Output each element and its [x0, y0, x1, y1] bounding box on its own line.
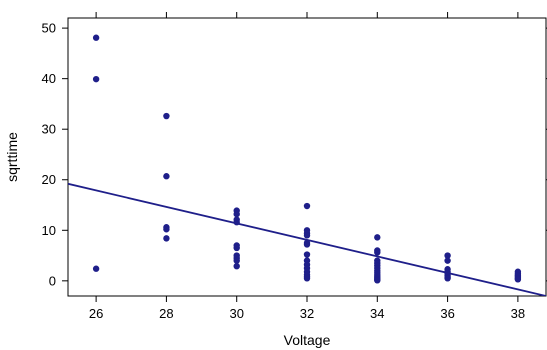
data-point: [233, 262, 240, 270]
data-point: [233, 219, 240, 226]
data-point: [233, 244, 240, 252]
data-point: [374, 277, 381, 284]
x-axis-label: Voltage: [284, 332, 331, 348]
data-point: [92, 75, 100, 83]
data-point: [163, 173, 170, 180]
data-point: [303, 241, 311, 248]
x-tick-label: 32: [300, 306, 314, 321]
y-tick-label: 0: [49, 273, 56, 288]
data-point: [163, 112, 170, 120]
y-tick-label: 40: [42, 71, 56, 86]
y-axis: 0 10 20 30 40 50: [42, 21, 547, 288]
data-point: [303, 232, 311, 239]
data-point: [163, 235, 170, 242]
data-point: [233, 210, 240, 218]
data-point: [374, 249, 381, 256]
data-point: [444, 257, 451, 264]
x-tick-label: 36: [440, 306, 454, 321]
data-points-layer: [92, 34, 522, 284]
x-tick-label: 30: [229, 306, 243, 321]
x-tick-label: 34: [370, 306, 384, 321]
data-point: [374, 234, 381, 241]
y-tick-label: 30: [42, 122, 56, 137]
data-point: [303, 251, 311, 258]
data-point: [163, 226, 170, 233]
data-point: [92, 265, 100, 272]
x-tick-label: 38: [511, 306, 525, 321]
data-point: [444, 275, 451, 282]
y-tick-label: 50: [42, 21, 56, 36]
y-tick-label: 20: [42, 172, 56, 187]
data-point: [303, 275, 311, 282]
data-point: [233, 257, 240, 264]
data-point: [303, 202, 311, 210]
data-point: [514, 276, 522, 283]
y-tick-label: 10: [42, 223, 56, 238]
x-axis: 26 28 30 32 34 36 38: [89, 12, 525, 321]
y-axis-label: sqrttime: [4, 132, 20, 182]
x-tick-label: 26: [89, 306, 103, 321]
data-point: [92, 34, 100, 41]
x-tick-label: 28: [159, 306, 173, 321]
data-point: [444, 252, 451, 259]
